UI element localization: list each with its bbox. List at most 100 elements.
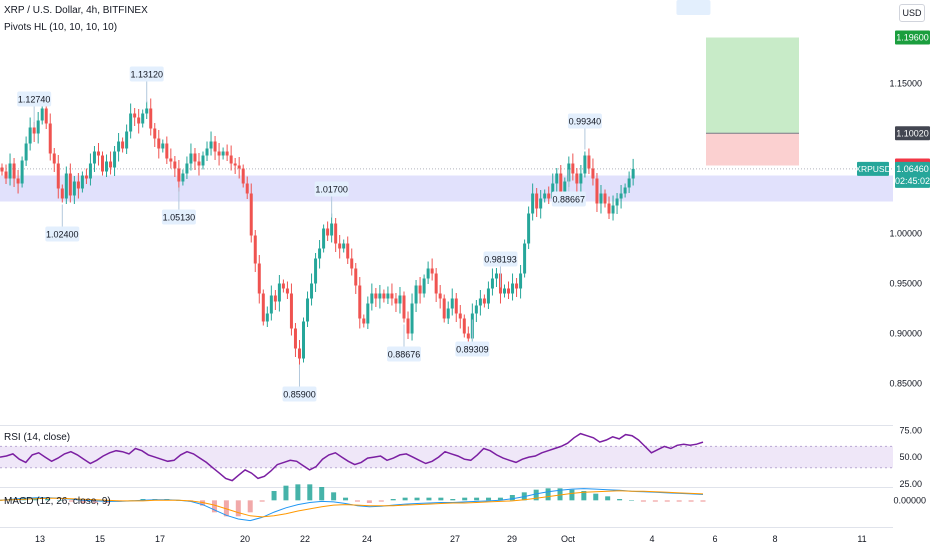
rsi-tick-label: 50.00	[899, 452, 922, 462]
candle	[181, 169, 185, 186]
time-tick-label: 27	[450, 534, 460, 544]
macd-histogram-bar	[295, 484, 301, 501]
macd-histogram-bar	[533, 489, 539, 501]
candle	[193, 148, 197, 170]
candle	[185, 156, 189, 179]
candle	[297, 340, 301, 369]
candle	[40, 104, 44, 125]
candle	[366, 296, 370, 329]
candle	[358, 277, 362, 329]
candle	[161, 139, 165, 153]
candle	[189, 143, 193, 171]
candle	[261, 289, 265, 326]
currency-button[interactable]: USD	[899, 4, 925, 22]
candle	[450, 288, 454, 316]
candle	[354, 263, 358, 294]
candle	[571, 153, 575, 181]
candle	[410, 293, 414, 341]
candle	[285, 281, 289, 299]
candle	[531, 183, 535, 221]
candle	[4, 164, 8, 184]
pivot-low-label: 0.88676	[387, 324, 421, 362]
macd-histogram-bar	[605, 496, 611, 501]
svg-text:0.85900: 0.85900	[283, 390, 316, 400]
macd-histogram-bar	[223, 500, 229, 517]
svg-text:1.06460: 1.06460	[896, 164, 929, 174]
candle	[257, 255, 261, 304]
candle	[623, 183, 627, 198]
candle	[390, 283, 394, 306]
candle	[579, 165, 583, 194]
price-tick-label: 1.00000	[889, 229, 922, 239]
candle	[607, 196, 611, 219]
macd-histogram-bar	[319, 487, 325, 501]
svg-text:0.99340: 0.99340	[569, 117, 602, 127]
candle	[434, 268, 438, 302]
candle	[209, 131, 213, 156]
candle	[306, 291, 310, 327]
svg-text:1.10020: 1.10020	[896, 128, 929, 138]
candle	[16, 170, 20, 194]
pivot-high-label: 1.01700	[314, 181, 349, 218]
macd-histogram-bar	[688, 500, 694, 502]
candle	[615, 193, 619, 214]
candle	[149, 98, 153, 136]
macd-histogram-bar	[331, 492, 337, 501]
candle	[137, 109, 141, 134]
candle	[398, 287, 402, 314]
candle	[117, 133, 121, 162]
macd-histogram-bar	[414, 497, 420, 501]
candle	[322, 224, 326, 253]
time-tick-label: 20	[240, 534, 250, 544]
candle	[547, 186, 551, 204]
pivots-layer: 1.12740 1.13120 1.01700 0.98193 0.99340 1.089…	[17, 0, 711, 402]
candle	[494, 268, 498, 287]
macd-histogram-bar	[271, 491, 277, 501]
candle	[289, 283, 293, 336]
svg-text:1.19600: 1.19600	[896, 33, 929, 43]
candle	[318, 240, 322, 269]
candle	[101, 151, 104, 176]
price-tick-label: 0.95000	[889, 279, 922, 289]
candle	[438, 285, 442, 309]
candle	[486, 281, 490, 309]
candle	[555, 168, 559, 192]
candle	[478, 290, 482, 316]
macd-histogram-bar	[593, 493, 599, 501]
candle	[535, 188, 539, 217]
candle	[68, 163, 72, 203]
rsi-band	[0, 446, 893, 468]
svg-text:0.88676: 0.88676	[388, 350, 421, 360]
rsi-tick-label: 75.00	[899, 425, 922, 435]
candle	[197, 153, 201, 176]
candle	[237, 157, 241, 179]
svg-text:XRPUSD: XRPUSD	[855, 164, 890, 174]
svg-text:1.08920: 1.08920	[677, 0, 710, 2]
candle	[241, 164, 245, 188]
candle	[611, 195, 615, 221]
candle	[36, 112, 40, 144]
candle	[507, 281, 511, 299]
rsi-line	[0, 432, 704, 482]
candle	[133, 108, 137, 126]
candle	[619, 185, 623, 209]
target-zone	[706, 37, 799, 134]
candle	[157, 130, 161, 159]
macd-histogram-bar	[438, 497, 444, 501]
candle	[217, 143, 221, 166]
pivot-low-label: 1.02400	[45, 204, 80, 242]
candle	[129, 103, 133, 139]
candle	[96, 143, 100, 166]
time-tick-label: 29	[507, 534, 517, 544]
candle	[24, 136, 28, 166]
candle	[575, 168, 579, 192]
candle	[466, 326, 470, 344]
axes-layer: 1.15000 1.00000 0.95000 0.90000 0.85000 1.196…	[35, 0, 932, 550]
macd-histogram-bar	[497, 497, 503, 501]
macd-histogram-bar	[354, 500, 360, 502]
candle	[454, 293, 458, 322]
candle	[64, 166, 68, 204]
candle	[201, 151, 205, 170]
